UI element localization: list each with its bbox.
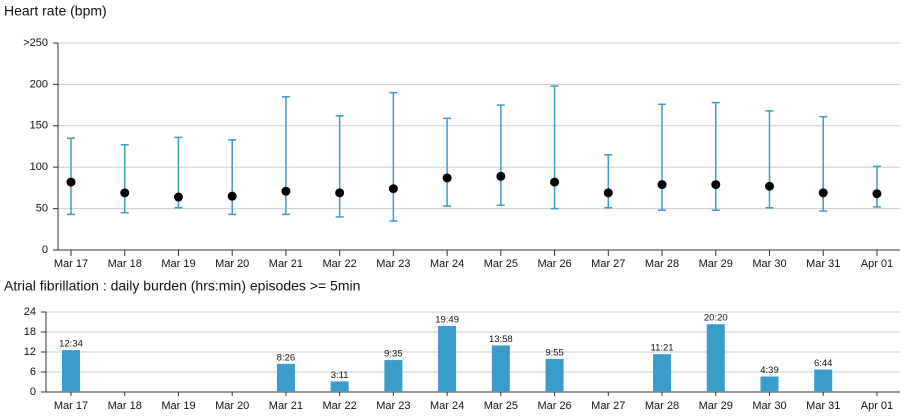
mean-dot [335, 188, 345, 198]
mean-dot [550, 177, 560, 187]
x-tick-label: Apr 01 [861, 400, 893, 412]
x-tick-label: Mar 25 [484, 400, 518, 412]
mean-dot [764, 181, 774, 191]
mean-dot [818, 188, 828, 198]
bar [491, 345, 510, 392]
x-tick-label: Mar 20 [215, 400, 249, 412]
y-tick-label: 18 [24, 326, 36, 338]
x-tick-label: Mar 20 [215, 258, 249, 270]
value-label: 3:11 [331, 370, 349, 381]
value-label: 20:20 [704, 313, 728, 324]
x-tick-label: Mar 18 [108, 400, 142, 412]
mean-dot [496, 171, 506, 181]
x-tick-label: Mar 28 [645, 258, 679, 270]
bar [760, 376, 779, 392]
y-tick-label: 150 [30, 120, 48, 132]
x-tick-label: Mar 19 [161, 400, 195, 412]
value-label: 13:58 [489, 334, 513, 345]
x-tick-label: Mar 27 [591, 258, 625, 270]
x-tick-label: Mar 21 [269, 400, 303, 412]
y-tick-label: 50 [36, 203, 48, 215]
mean-dot [657, 180, 667, 190]
mean-dot [227, 191, 237, 201]
x-tick-label: Mar 26 [537, 258, 571, 270]
y-tick-label: 12 [24, 346, 36, 358]
bar [545, 358, 564, 392]
x-tick-label: Mar 24 [430, 258, 464, 270]
x-tick-label: Mar 30 [752, 258, 786, 270]
x-tick-label: Mar 22 [323, 400, 357, 412]
x-tick-label: Mar 31 [806, 400, 840, 412]
x-tick-label: Mar 21 [269, 258, 303, 270]
chart-title: Heart rate (bpm) [4, 3, 107, 19]
x-tick-label: Mar 17 [54, 400, 88, 412]
y-tick-label: 200 [30, 78, 48, 90]
bar [276, 363, 295, 392]
mean-dot [711, 180, 721, 190]
mean-dot [872, 189, 882, 199]
bar [384, 360, 403, 392]
x-tick-label: Mar 30 [752, 400, 786, 412]
value-label: 6:44 [814, 358, 833, 369]
x-tick-label: Mar 27 [591, 400, 625, 412]
bar [330, 381, 349, 392]
x-tick-label: Mar 17 [54, 258, 88, 270]
value-label: 19:49 [435, 314, 459, 325]
mean-dot [388, 184, 398, 194]
x-tick-label: Mar 31 [806, 258, 840, 270]
mean-dot [120, 188, 130, 198]
value-label: 4:39 [760, 365, 779, 376]
bar [814, 369, 833, 392]
mean-dot [173, 192, 183, 202]
mean-dot [66, 177, 76, 187]
x-tick-label: Mar 18 [108, 258, 142, 270]
x-tick-label: Mar 26 [537, 400, 571, 412]
y-tick-label: 6 [30, 366, 36, 378]
x-tick-label: Mar 19 [161, 258, 195, 270]
chart-title: Atrial fibrillation : daily burden (hrs:… [4, 278, 360, 294]
y-tick-label: 24 [24, 306, 36, 318]
mean-dot [281, 186, 291, 196]
x-tick-label: Mar 25 [484, 258, 518, 270]
x-tick-label: Mar 29 [699, 400, 733, 412]
bar [62, 350, 80, 392]
x-tick-label: Mar 22 [323, 258, 357, 270]
value-label: 12:34 [59, 339, 83, 350]
bar [706, 324, 725, 392]
x-tick-label: Mar 23 [376, 400, 410, 412]
bar [653, 354, 672, 392]
x-tick-label: Mar 28 [645, 400, 679, 412]
x-tick-label: Mar 29 [699, 258, 733, 270]
x-tick-label: Mar 23 [376, 258, 410, 270]
value-label: 9:35 [384, 349, 403, 360]
mean-dot [442, 173, 452, 183]
bar [438, 325, 457, 392]
y-tick-label: 0 [30, 386, 36, 398]
y-tick-label: >250 [23, 37, 48, 49]
value-label: 9:55 [545, 347, 564, 358]
x-tick-label: Mar 24 [430, 400, 464, 412]
mean-dot [603, 188, 613, 198]
value-label: 8:26 [277, 352, 296, 363]
value-label: 11:21 [650, 343, 673, 354]
y-tick-label: 100 [30, 161, 48, 173]
y-tick-label: 0 [42, 244, 48, 256]
x-tick-label: Apr 01 [861, 258, 893, 270]
